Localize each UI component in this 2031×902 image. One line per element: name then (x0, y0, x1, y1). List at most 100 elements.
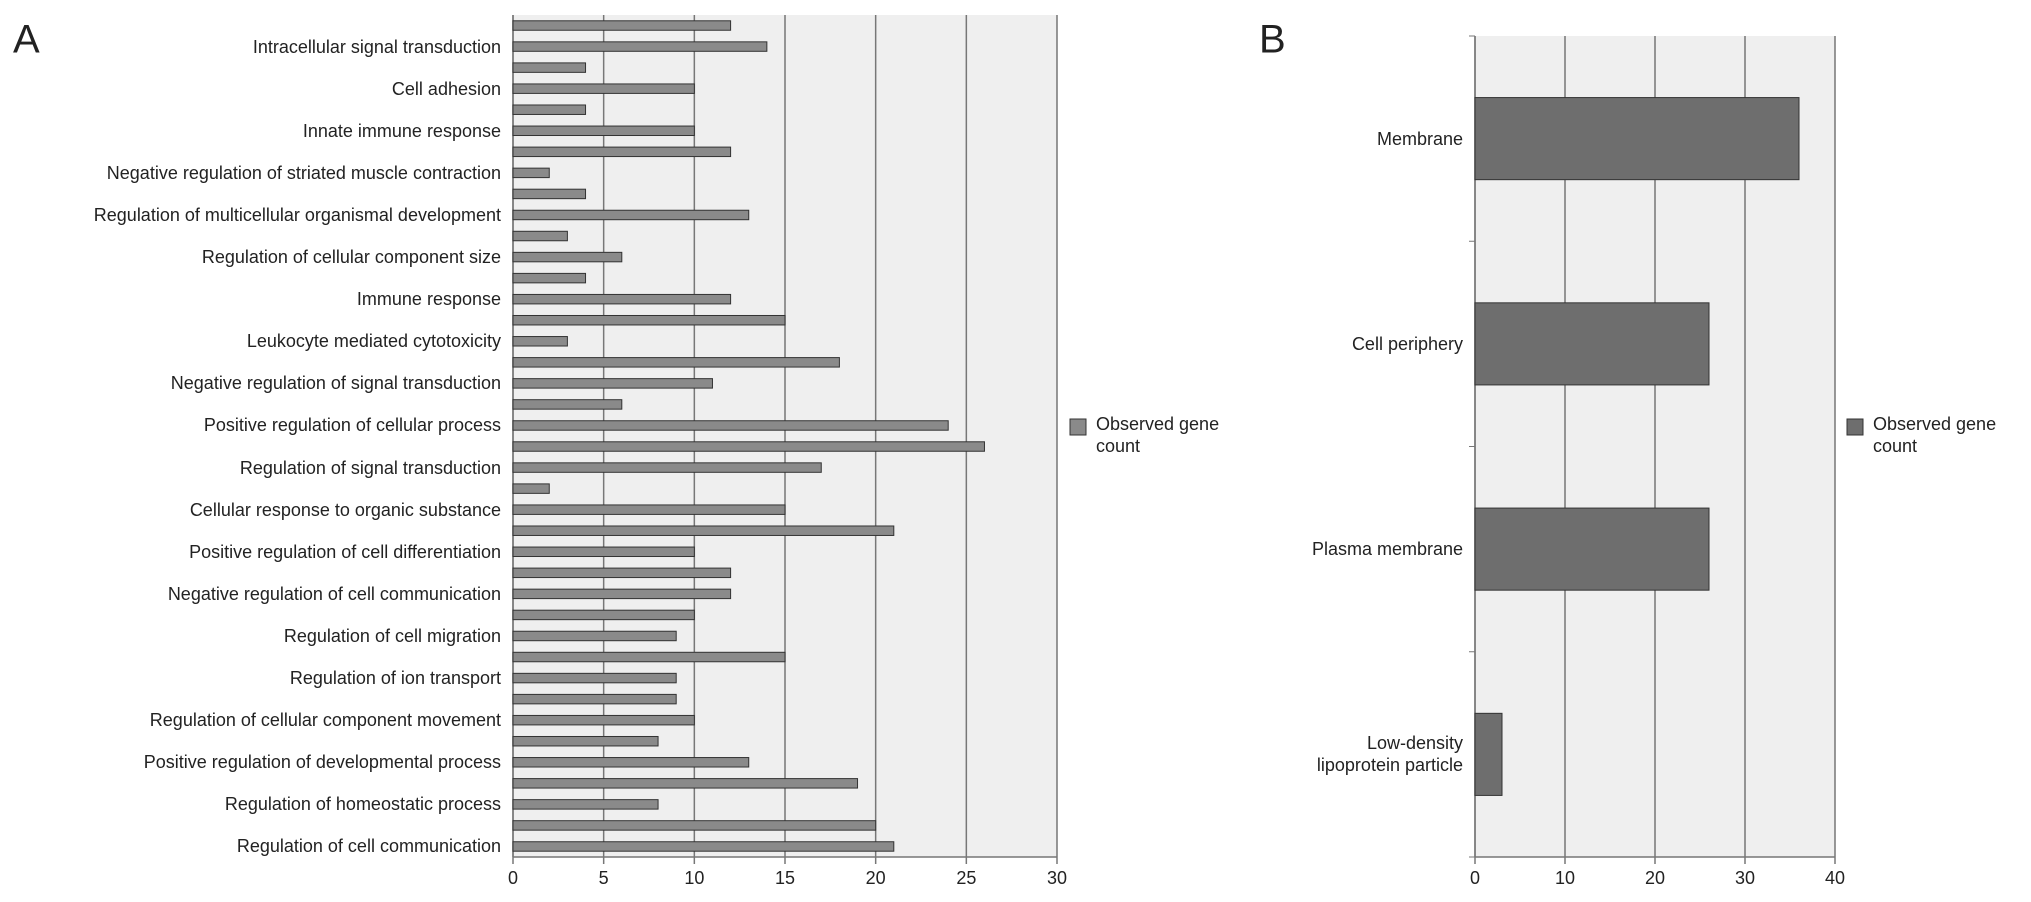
bar (512, 146, 732, 158)
bar (1474, 302, 1710, 386)
bar (1474, 97, 1800, 181)
y-tick-label: Regulation of signal transduction (239, 457, 501, 478)
y-tick-label: Leukocyte mediated cytotoxicity (246, 331, 501, 352)
bar (512, 651, 786, 663)
bar (512, 125, 695, 137)
y-tick-label: Regulation of ion transport (289, 668, 501, 689)
x-tick-label: 0 (508, 868, 518, 888)
x-tick-label: 40 (1825, 868, 1845, 888)
legend-swatch (1069, 418, 1087, 436)
bar (512, 167, 550, 179)
y-tick-label-box: Leukocyte mediated cytotoxicity (246, 331, 501, 352)
bar (512, 799, 659, 810)
y-tick-label: Plasma membrane (1311, 539, 1463, 560)
x-tick-label: 20 (866, 868, 886, 888)
bar (512, 841, 895, 852)
bar (512, 462, 822, 473)
x-tick-label: 10 (684, 868, 704, 888)
bar (512, 735, 659, 747)
y-tick-label-box: Regulation of multicellular organismal d… (93, 204, 501, 225)
legend-label: Observed gene count (1873, 414, 1997, 456)
bar (512, 20, 732, 31)
y-tick-label-box: Negative regulation of striated muscle c… (106, 162, 501, 183)
panel-label: A (13, 18, 40, 62)
bar (512, 293, 732, 305)
y-tick-label: Negative regulation of cell communicatio… (167, 583, 501, 604)
bar (512, 588, 732, 600)
y-tick-label-box: Negative regulation of cell communicatio… (167, 583, 501, 604)
bar (512, 630, 677, 642)
y-tick-label-box: Regulation of signal transduction (239, 457, 501, 478)
bar (512, 714, 695, 726)
x-tick-label: 20 (1645, 868, 1665, 888)
x-tick-label: 0 (1470, 868, 1480, 888)
x-tick-label: 15 (775, 868, 795, 888)
y-tick-label: Regulation of cellular component movemen… (149, 710, 501, 731)
bar (1474, 712, 1503, 796)
y-tick-label: Cell periphery (1351, 333, 1463, 354)
y-tick-label: Regulation of homeostatic process (224, 794, 501, 815)
bar (512, 209, 750, 221)
x-tick-label: 30 (1735, 868, 1755, 888)
bar (512, 357, 840, 368)
y-tick-label-box: Immune response (356, 289, 501, 310)
y-tick-label: Immune response (356, 289, 501, 310)
y-tick-label: Regulation of multicellular organismal d… (93, 204, 501, 225)
y-tick-label-box: Intracellular signal transduction (252, 36, 501, 57)
bar (512, 272, 587, 284)
bar (512, 104, 587, 115)
bar (512, 525, 895, 536)
bar (512, 251, 623, 263)
y-tick-label-box: Regulation of cellular component size (201, 247, 501, 268)
legend-label-box: Observed gene count (1096, 414, 1220, 456)
bar (1474, 507, 1710, 591)
y-tick-label: Cellular response to organic substance (189, 499, 501, 520)
y-tick-label-box: Positive regulation of developmental pro… (143, 752, 501, 773)
y-tick-label: Intracellular signal transduction (252, 36, 501, 57)
y-tick-label-box: Regulation of cell migration (283, 625, 501, 646)
x-tick-label: 25 (956, 868, 976, 888)
y-tick-label-box: Cellular response to organic substance (189, 499, 501, 520)
y-tick-label: Innate immune response (302, 120, 501, 141)
x-tick-label: 10 (1555, 868, 1575, 888)
bar (512, 420, 949, 431)
y-tick-label-box: Plasma membrane (1311, 539, 1463, 560)
y-tick-label-box: Positive regulation of cellular process (203, 415, 501, 436)
bar (512, 41, 768, 52)
y-tick-label: Regulation of cellular component size (201, 247, 501, 268)
bar (512, 672, 677, 684)
bar (512, 693, 677, 705)
bar (512, 757, 750, 768)
y-tick-label: Membrane (1376, 128, 1463, 149)
bar (512, 399, 623, 410)
bar (512, 230, 568, 242)
y-tick-label: Positive regulation of developmental pro… (143, 752, 501, 773)
y-tick-label-box: Regulation of homeostatic process (224, 794, 501, 815)
bar (512, 378, 713, 389)
y-tick-label: Positive regulation of cellular process (203, 415, 501, 436)
y-tick-label: Regulation of cell migration (283, 625, 501, 646)
bar (512, 83, 695, 94)
x-tick-label: 5 (599, 868, 609, 888)
bar (512, 188, 587, 200)
bar (512, 336, 568, 347)
y-tick-label-box: Low-density lipoprotein particle (1316, 733, 1463, 776)
y-tick-label: Cell adhesion (391, 78, 501, 99)
y-tick-label-box: Regulation of cell communication (236, 836, 501, 857)
x-tick-label: 30 (1047, 868, 1067, 888)
bar (512, 778, 859, 789)
bar (512, 314, 786, 326)
y-tick-label: Low-density lipoprotein particle (1316, 733, 1463, 776)
legend-swatch (1846, 418, 1864, 436)
bar (512, 609, 695, 621)
y-tick-label: Regulation of cell communication (236, 836, 501, 857)
y-tick-label-box: Regulation of ion transport (289, 668, 501, 689)
panel-label: B (1259, 18, 1286, 62)
bar (512, 820, 877, 831)
legend-label: Observed gene count (1096, 414, 1220, 456)
y-tick-label: Negative regulation of striated muscle c… (106, 162, 501, 183)
bar (512, 483, 550, 494)
bar (512, 567, 732, 579)
y-tick-label-box: Negative regulation of signal transducti… (171, 373, 501, 393)
